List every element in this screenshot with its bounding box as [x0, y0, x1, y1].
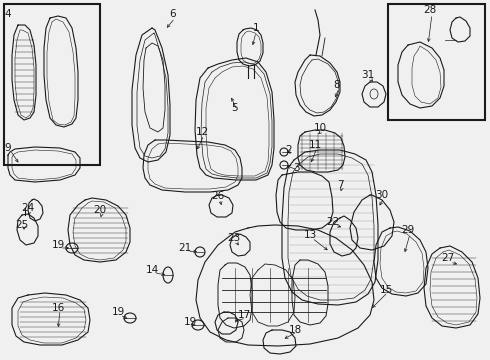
- Text: 23: 23: [227, 233, 241, 243]
- Text: 9: 9: [5, 143, 11, 153]
- Text: 8: 8: [334, 80, 341, 90]
- Text: 25: 25: [15, 220, 28, 230]
- Text: 11: 11: [308, 140, 321, 150]
- Text: 20: 20: [94, 205, 106, 215]
- Text: 18: 18: [289, 325, 302, 335]
- Text: 19: 19: [111, 307, 124, 317]
- Text: 17: 17: [237, 310, 250, 320]
- Text: 16: 16: [51, 303, 65, 313]
- Text: 7: 7: [337, 180, 343, 190]
- Text: 19: 19: [183, 317, 196, 327]
- Bar: [4, 4, 100, 165]
- Text: 19: 19: [51, 240, 65, 250]
- Text: 26: 26: [211, 191, 224, 201]
- Text: 31: 31: [361, 70, 375, 80]
- Text: 24: 24: [22, 203, 35, 213]
- Text: 29: 29: [401, 225, 415, 235]
- Text: 30: 30: [375, 190, 389, 200]
- Text: 1: 1: [253, 23, 259, 33]
- Text: 5: 5: [232, 103, 238, 113]
- Text: 2: 2: [286, 145, 293, 155]
- Text: 3: 3: [293, 163, 299, 173]
- Text: 22: 22: [326, 217, 340, 227]
- Text: 13: 13: [303, 230, 317, 240]
- Text: 15: 15: [379, 285, 392, 295]
- Text: 4: 4: [5, 9, 11, 19]
- Text: 12: 12: [196, 127, 209, 137]
- Text: 27: 27: [441, 253, 455, 263]
- Text: 21: 21: [178, 243, 192, 253]
- Text: 14: 14: [146, 265, 159, 275]
- Bar: [388, 4, 485, 120]
- Text: 28: 28: [423, 5, 437, 15]
- Text: 6: 6: [170, 9, 176, 19]
- Text: 10: 10: [314, 123, 326, 133]
